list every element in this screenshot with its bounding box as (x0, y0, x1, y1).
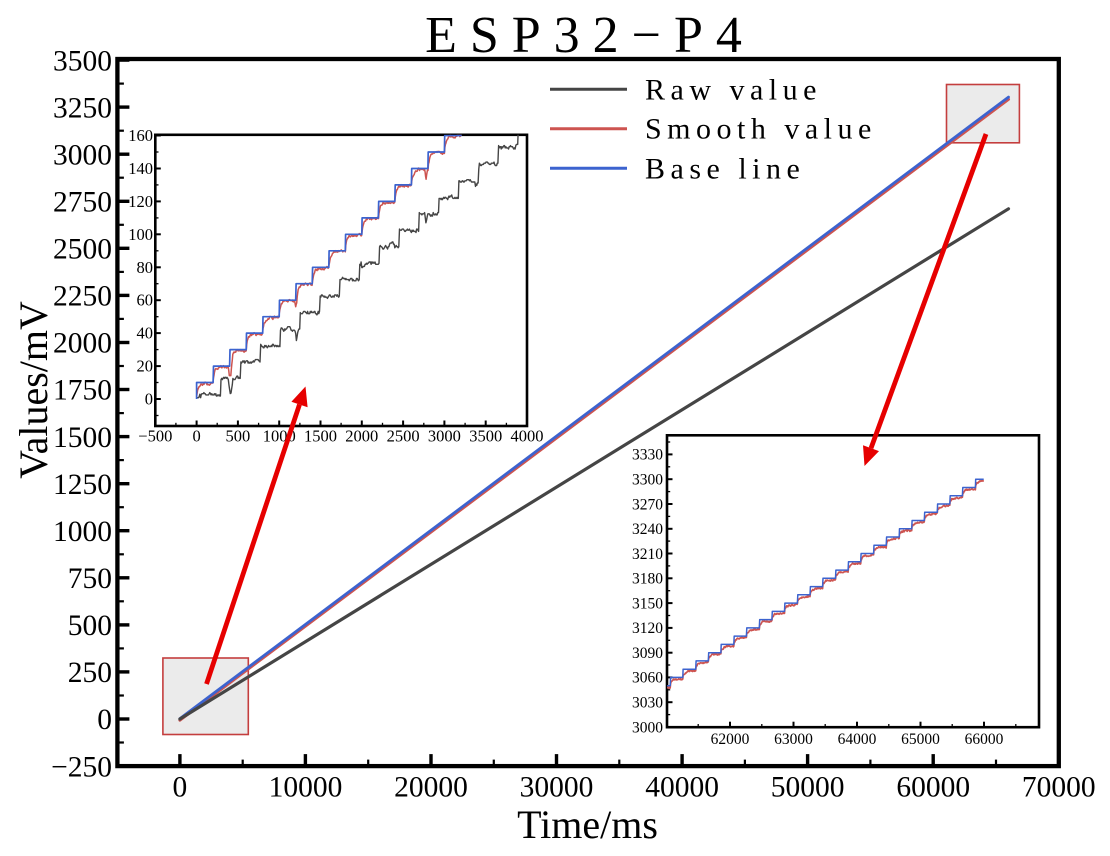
svg-text:80: 80 (137, 258, 154, 277)
svg-text:3000: 3000 (428, 427, 461, 446)
svg-text:3300: 3300 (632, 472, 663, 489)
svg-text:Base line: Base line (645, 152, 805, 185)
svg-text:500: 500 (68, 610, 112, 642)
svg-text:0: 0 (97, 704, 112, 736)
svg-text:40000: 40000 (645, 772, 719, 804)
svg-text:3180: 3180 (632, 571, 663, 588)
svg-text:3210: 3210 (632, 546, 663, 563)
svg-text:3030: 3030 (632, 695, 663, 712)
svg-text:20: 20 (137, 357, 154, 376)
svg-text:30000: 30000 (520, 772, 594, 804)
svg-text:1250: 1250 (53, 469, 112, 501)
svg-text:3120: 3120 (632, 620, 663, 637)
svg-text:500: 500 (226, 427, 251, 446)
svg-text:Time/ms: Time/ms (517, 802, 658, 847)
svg-text:−500: −500 (138, 427, 172, 446)
svg-text:3000: 3000 (632, 719, 663, 736)
svg-text:3000: 3000 (53, 139, 112, 171)
svg-text:2000: 2000 (345, 427, 378, 446)
svg-text:0: 0 (192, 427, 200, 446)
svg-text:20000: 20000 (394, 772, 468, 804)
svg-text:140: 140 (128, 159, 153, 178)
svg-text:3060: 3060 (632, 670, 663, 687)
svg-text:0: 0 (145, 390, 153, 409)
svg-text:2500: 2500 (53, 234, 112, 266)
svg-text:63000: 63000 (774, 731, 813, 748)
svg-text:120: 120 (128, 192, 153, 211)
svg-text:250: 250 (68, 657, 112, 689)
svg-text:Smooth value: Smooth value (645, 113, 877, 146)
svg-text:65000: 65000 (901, 731, 940, 748)
svg-text:60000: 60000 (896, 772, 970, 804)
svg-text:Raw value: Raw value (645, 73, 822, 106)
svg-text:66000: 66000 (965, 731, 1004, 748)
svg-text:1500: 1500 (304, 427, 337, 446)
svg-text:ESP32−P4: ESP32−P4 (425, 7, 755, 64)
svg-text:2500: 2500 (387, 427, 420, 446)
svg-text:70000: 70000 (1022, 772, 1096, 804)
svg-text:2750: 2750 (53, 186, 112, 218)
svg-text:0: 0 (173, 772, 188, 804)
svg-text:60: 60 (137, 291, 154, 310)
svg-text:3270: 3270 (632, 496, 663, 513)
svg-text:3150: 3150 (632, 595, 663, 612)
svg-text:3240: 3240 (632, 521, 663, 538)
svg-text:10000: 10000 (269, 772, 343, 804)
svg-text:62000: 62000 (711, 731, 750, 748)
svg-text:64000: 64000 (838, 731, 877, 748)
svg-text:2250: 2250 (53, 281, 112, 313)
svg-text:750: 750 (68, 563, 112, 595)
svg-text:50000: 50000 (771, 772, 845, 804)
svg-text:100: 100 (128, 225, 153, 244)
svg-text:2000: 2000 (53, 328, 112, 360)
svg-text:Values/mV: Values/mV (11, 301, 56, 479)
svg-text:3330: 3330 (632, 447, 663, 464)
svg-text:1500: 1500 (53, 422, 112, 454)
svg-text:4000: 4000 (511, 427, 544, 446)
svg-text:3500: 3500 (469, 427, 502, 446)
svg-text:1750: 1750 (53, 375, 112, 407)
svg-text:3250: 3250 (53, 92, 112, 124)
svg-text:40: 40 (137, 324, 154, 343)
svg-text:1000: 1000 (53, 516, 112, 548)
svg-text:−250: −250 (51, 751, 112, 783)
svg-text:160: 160 (128, 126, 153, 145)
svg-text:3090: 3090 (632, 645, 663, 662)
svg-text:3500: 3500 (53, 45, 112, 77)
